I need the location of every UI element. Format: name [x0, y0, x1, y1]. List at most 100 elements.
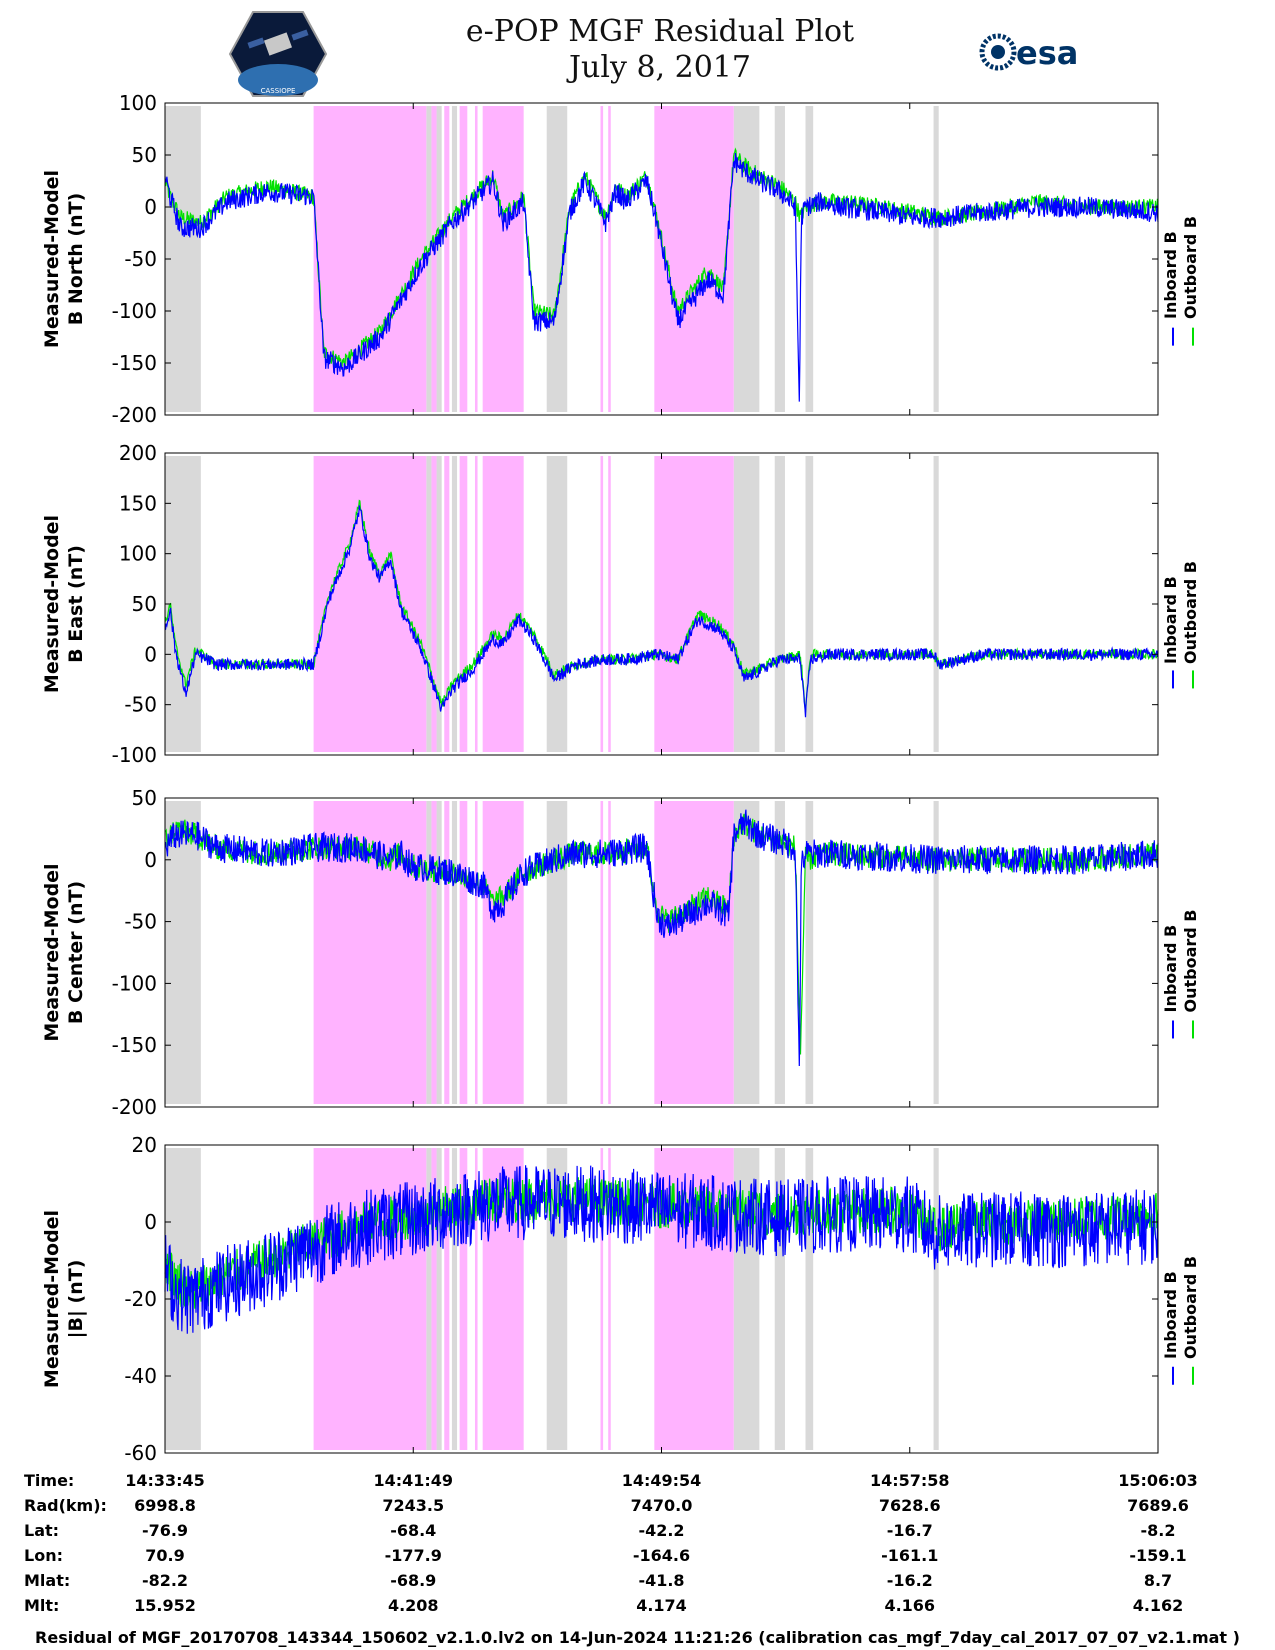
title-line-1: e-POP MGF Residual Plot — [465, 14, 855, 49]
orbit-cell: -16.7 — [887, 1521, 933, 1540]
esa-logo-text: esa — [1016, 34, 1078, 72]
legend-outboard-label: Outboard B — [1181, 1256, 1200, 1359]
gray-band — [436, 106, 442, 412]
orbit-cell: 6998.8 — [134, 1496, 196, 1515]
y-axis-label: Measured-Model B East (nT) — [41, 515, 87, 693]
gray-band — [774, 801, 785, 1104]
orbit-row-label: Rad(km): — [24, 1496, 107, 1515]
y-axis-label: Measured-Model B North (nT) — [41, 170, 87, 348]
gray-band — [733, 801, 760, 1104]
y-tick-label: -50 — [124, 910, 157, 934]
orbit-cell: -76.9 — [142, 1521, 188, 1540]
y-tick-label: 50 — [132, 786, 157, 810]
gray-band — [451, 106, 458, 412]
orbit-cell: 8.7 — [1144, 1571, 1172, 1590]
inboard-series-line — [164, 152, 1159, 402]
legend: Inboard BOutboard B — [1161, 910, 1200, 1013]
magenta-band — [444, 801, 450, 1104]
gray-band — [546, 456, 568, 752]
magenta-band — [482, 801, 524, 1104]
magenta-band — [608, 801, 611, 1104]
magenta-band — [600, 456, 604, 752]
orbit-row-label: Mlat: — [24, 1571, 70, 1590]
gray-band — [805, 456, 814, 752]
gray-band — [733, 106, 760, 412]
magenta-band — [608, 106, 611, 412]
orbit-cell: 4.166 — [884, 1596, 935, 1615]
orbit-cell: -16.2 — [887, 1571, 933, 1590]
magenta-band — [444, 106, 450, 412]
panel-2: 200 150 100 50 0 -50 -100 Measured-Model B East … — [41, 441, 1200, 767]
magenta-band — [431, 106, 437, 412]
y-axis-label: Measured-Model |B| (nT) — [41, 1210, 87, 1388]
y-tick-label: -40 — [124, 1364, 157, 1388]
y-axis-label-line-1: Measured-Model — [41, 170, 63, 348]
y-axis-label: Measured-Model B Center (nT) — [41, 863, 87, 1041]
orbit-row-label: Time: — [24, 1471, 74, 1490]
legend-inboard-label: Inboard B — [1161, 1271, 1180, 1359]
orbit-cell: -82.2 — [142, 1571, 188, 1590]
gray-band — [436, 1148, 442, 1450]
esa-logo: esa — [979, 33, 1078, 72]
gray-band — [805, 1148, 814, 1450]
legend: Inboard BOutboard B — [1161, 561, 1200, 664]
y-axis-label-line-2: |B| (nT) — [65, 1260, 87, 1339]
y-tick-label: 150 — [119, 491, 157, 515]
legend-inboard-label: Inboard B — [1161, 231, 1180, 319]
gray-band — [805, 801, 814, 1104]
magenta-band — [444, 1148, 450, 1450]
magenta-band — [482, 456, 524, 752]
y-tick-label: -50 — [124, 693, 157, 717]
legend-outboard-label: Outboard B — [1181, 910, 1200, 1013]
orbit-cell: 14:49:54 — [622, 1471, 702, 1490]
gray-band — [933, 456, 939, 752]
magenta-band — [474, 106, 478, 412]
magenta-band — [600, 106, 604, 412]
y-tick-label: -50 — [124, 247, 157, 271]
orbit-cell: 70.9 — [145, 1546, 184, 1565]
orbit-cell: 7243.5 — [382, 1496, 444, 1515]
orbit-cell: -177.9 — [385, 1546, 442, 1565]
gray-band — [451, 1148, 458, 1450]
gray-band — [426, 1148, 432, 1450]
gray-band — [546, 1148, 568, 1450]
orbit-row-label: Lat: — [24, 1521, 59, 1540]
y-tick-label: 0 — [144, 642, 157, 666]
magenta-band — [459, 801, 468, 1104]
cassiope-logo-text: CASSIOPE — [261, 87, 296, 95]
gray-band — [436, 456, 442, 752]
gray-band — [933, 801, 939, 1104]
y-tick-label: -100 — [112, 971, 157, 995]
gray-band — [426, 801, 432, 1104]
orbit-cell: -8.2 — [1141, 1521, 1176, 1540]
orbit-row-label: Mlt: — [24, 1596, 59, 1615]
orbit-cell: 7470.0 — [631, 1496, 693, 1515]
panel-1: 100 50 0 -50 -100 -150 -200 Measured-Model B Nor… — [41, 91, 1200, 427]
y-tick-label: 0 — [144, 195, 157, 219]
cassiope-logo: CASSIOPE — [228, 11, 328, 97]
y-tick-label: -100 — [112, 299, 157, 323]
inboard-series-line — [164, 809, 1159, 1067]
gray-band — [546, 801, 568, 1104]
magenta-band — [431, 801, 437, 1104]
magenta-band — [654, 106, 734, 412]
y-axis-label-line-1: Measured-Model — [41, 515, 63, 693]
y-tick-label: 100 — [119, 91, 157, 115]
orbit-cell: 15:06:03 — [1118, 1471, 1198, 1490]
gray-band — [426, 456, 432, 752]
y-tick-label: -200 — [112, 403, 157, 427]
magenta-band — [431, 1148, 437, 1450]
magenta-band — [431, 456, 437, 752]
orbit-cell: -68.9 — [390, 1571, 436, 1590]
y-tick-label: 20 — [132, 1133, 157, 1157]
magenta-band — [459, 106, 468, 412]
gray-band — [451, 801, 458, 1104]
orbit-cell: 14:41:49 — [373, 1471, 453, 1490]
panel-4: 20 0 -20 -40 -60 Measured-Model |B| (nT) Inboar… — [41, 1133, 1200, 1465]
outboard-series-line — [164, 1177, 1159, 1309]
y-tick-label: -100 — [112, 743, 157, 767]
inboard-series-line — [164, 1165, 1159, 1334]
y-tick-label: -150 — [112, 351, 157, 375]
legend-outboard-label: Outboard B — [1181, 216, 1200, 319]
